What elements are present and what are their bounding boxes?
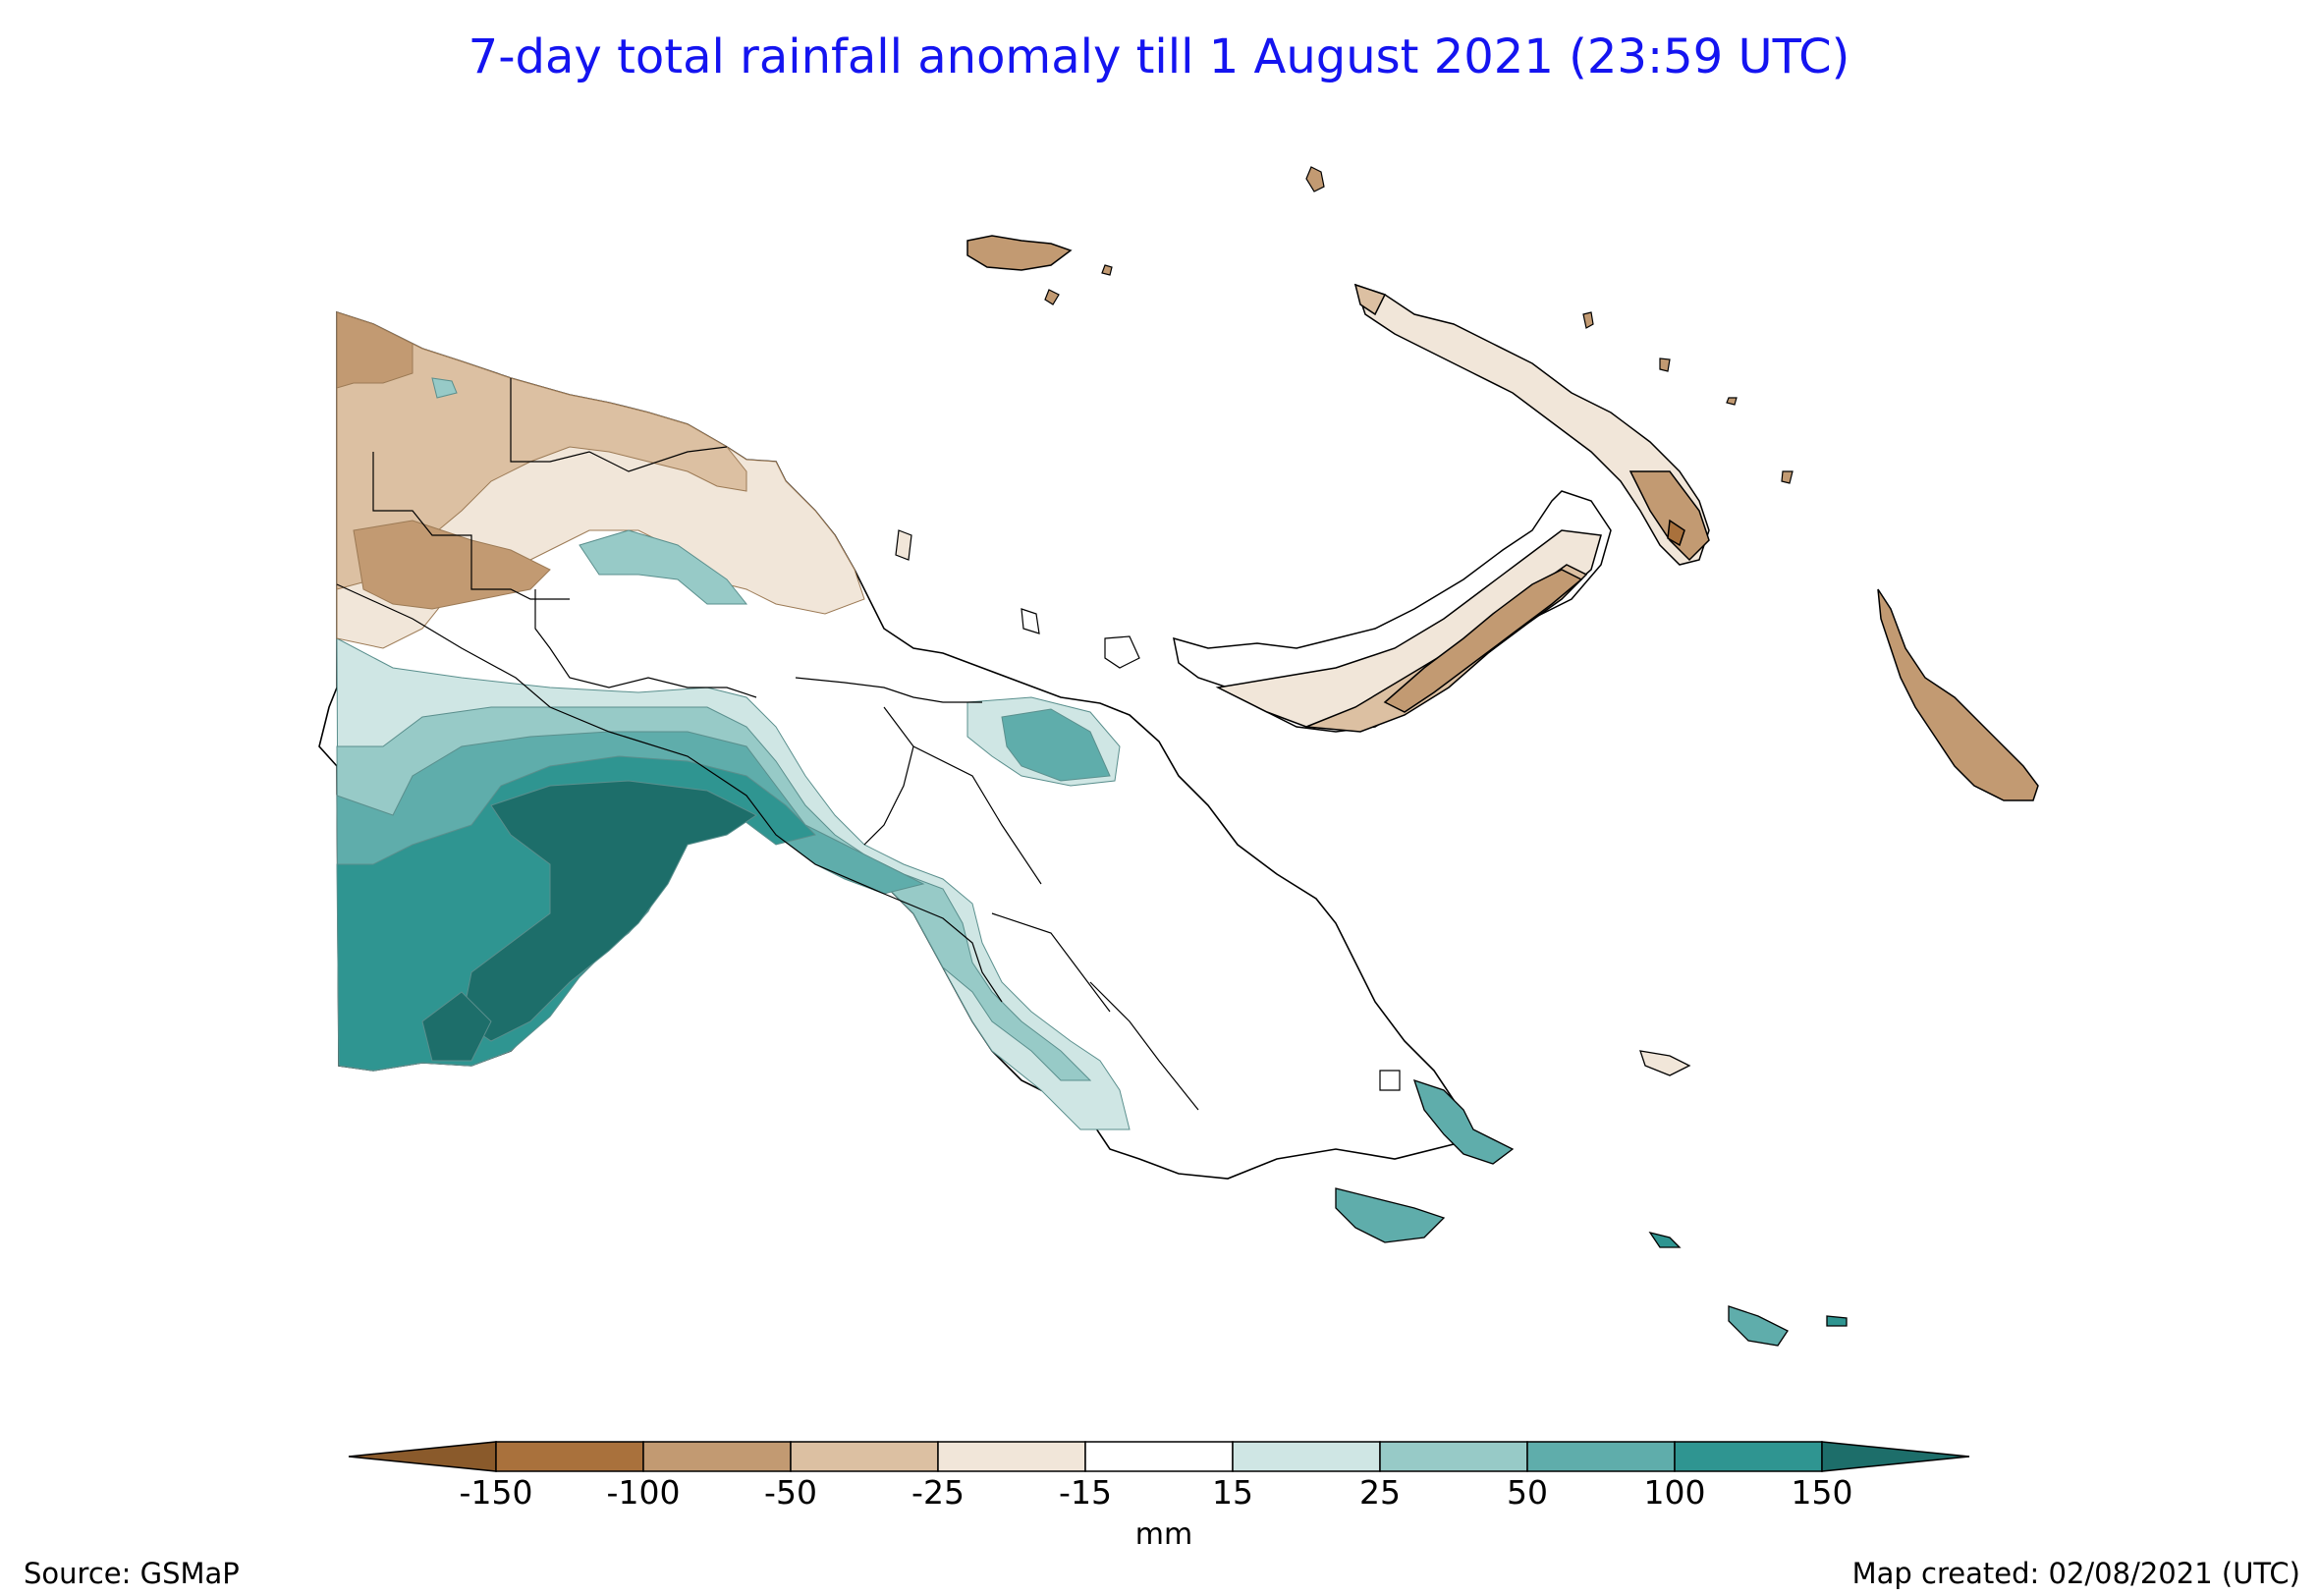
created-note: Map created: 02/08/2021 (UTC): [1851, 1557, 2300, 1590]
wet-gt150: [461, 780, 757, 1042]
colorbar-bin-8: [1526, 1441, 1676, 1472]
new-ireland: [1353, 283, 1710, 566]
wet-blob-sepik: [431, 377, 458, 399]
colorbar-arrow-right: [1821, 1441, 1970, 1472]
milne-bay-islands: [1335, 1050, 1848, 1347]
map-title: 7-day total rainfall anomaly till 1 Augu…: [468, 29, 1850, 84]
small-islands: [895, 166, 1794, 1091]
colorbar-bin-5: [1084, 1441, 1234, 1472]
colorbar-arrow-left: [348, 1441, 497, 1472]
wet-anomaly-south: [336, 637, 1131, 1130]
manus-island: [966, 235, 1073, 271]
colorbar-bin-4: [937, 1441, 1086, 1472]
dry-100-50-nw: [336, 311, 414, 389]
colorbar-bin-1: [495, 1441, 644, 1472]
province-boundaries: [336, 378, 1199, 1111]
bougainville: [1877, 588, 2039, 801]
wet-blobs-north: [431, 377, 1121, 787]
source-note: Source: GSMaP: [24, 1557, 240, 1590]
dry-100-50-nw-b: [353, 520, 551, 610]
wet-gt150-b: [421, 991, 492, 1062]
colorbar-bin-3: [790, 1441, 939, 1472]
colorbar: [348, 1441, 1970, 1472]
colorbar-bin-7: [1379, 1441, 1528, 1472]
new-britain: [1173, 490, 1612, 733]
colorbar-bin-6: [1232, 1441, 1381, 1472]
colorbar-bin-9: [1674, 1441, 1823, 1472]
wet-blob-central: [579, 529, 748, 605]
colorbar-bin-2: [642, 1441, 792, 1472]
wet-blob-east-b: [1001, 708, 1111, 782]
